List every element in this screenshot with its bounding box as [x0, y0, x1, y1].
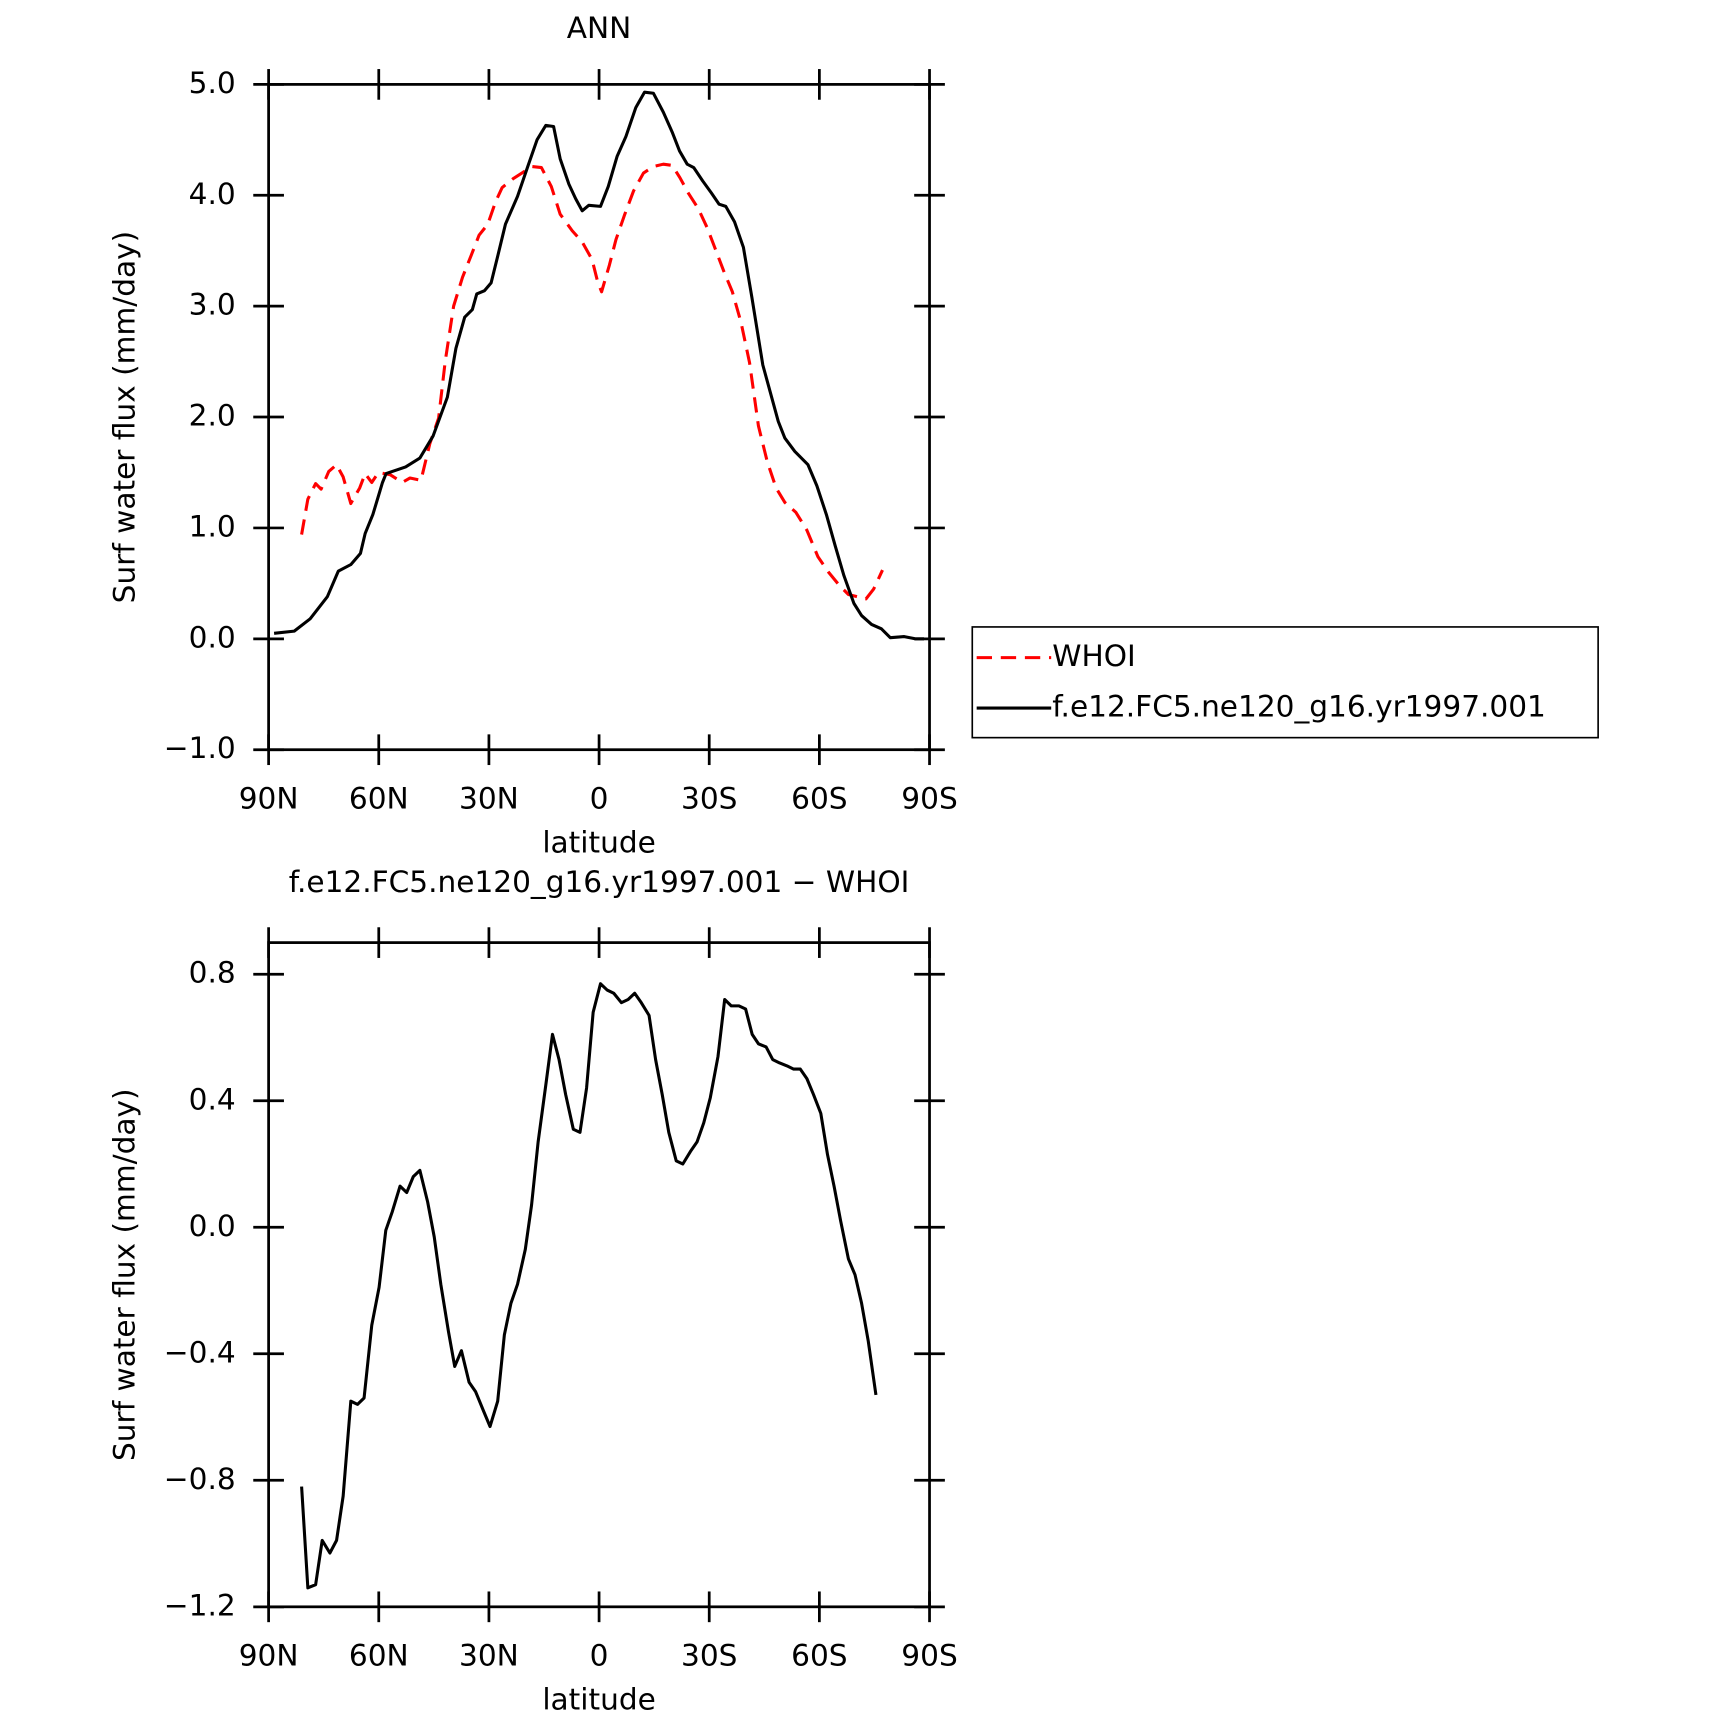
- x-tick-label: 30N: [459, 1639, 519, 1673]
- legend-box: [971, 626, 1599, 739]
- x-tick-label: 90S: [901, 782, 957, 816]
- data-line: [300, 982, 878, 1590]
- x-tick-label: 30S: [681, 782, 737, 816]
- plot-frame: [267, 83, 931, 752]
- x-tick-label: 90N: [239, 782, 299, 816]
- plot-frame: [267, 941, 931, 1609]
- x-axis-label: latitude: [542, 825, 655, 859]
- y-tick-label: 5.0: [189, 66, 236, 100]
- x-tick-label: 60N: [349, 1639, 409, 1673]
- y-tick-label: 0.8: [189, 956, 236, 990]
- x-tick-label: 90S: [901, 1639, 957, 1673]
- y-tick-label: 4.0: [189, 177, 236, 211]
- x-tick-label: 60S: [791, 782, 847, 816]
- y-tick-label: 1.0: [189, 509, 236, 543]
- data-line: [300, 162, 884, 601]
- y-tick-label: 0.4: [189, 1082, 236, 1116]
- y-axis-label: Surf water flux (mm/day): [108, 231, 142, 604]
- chart-title: f.e12.FC5.ne120_g16.yr1997.001 − WHOI: [289, 865, 910, 899]
- y-tick-label: 0.0: [189, 620, 236, 654]
- x-tick-label: 0: [590, 782, 609, 816]
- x-tick-label: 0: [590, 1639, 609, 1673]
- x-axis-label: latitude: [542, 1683, 655, 1717]
- x-tick-label: 90N: [239, 1639, 299, 1673]
- x-tick-label: 30S: [681, 1639, 737, 1673]
- y-tick-label: −0.8: [164, 1462, 236, 1496]
- chart-title: ANN: [567, 11, 631, 45]
- y-tick-label: −0.4: [164, 1335, 236, 1369]
- x-tick-label: 30N: [459, 782, 519, 816]
- legend-label: WHOI: [1052, 639, 1136, 673]
- data-line: [273, 90, 925, 641]
- y-tick-label: 0.0: [189, 1209, 236, 1243]
- x-tick-label: 60S: [791, 1639, 847, 1673]
- y-tick-label: 2.0: [189, 399, 236, 433]
- legend-label: f.e12.FC5.ne120_g16.yr1997.001: [1052, 690, 1546, 724]
- y-tick-label: −1.0: [164, 731, 236, 765]
- x-tick-label: 60N: [349, 782, 409, 816]
- y-tick-label: −1.2: [164, 1588, 236, 1622]
- y-axis-label: Surf water flux (mm/day): [108, 1088, 142, 1461]
- y-tick-label: 3.0: [189, 288, 236, 322]
